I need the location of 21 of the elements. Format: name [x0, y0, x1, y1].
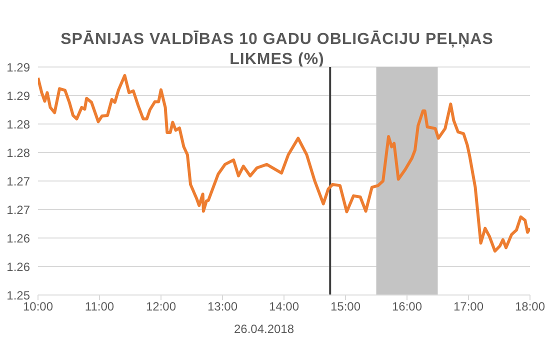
- y-tick-label: 1.27: [6, 174, 30, 188]
- y-tick-label: 1.25: [6, 288, 30, 302]
- line-series: [38, 74, 530, 253]
- y-tick-label: 1.26: [6, 231, 30, 246]
- x-tick-label: 11:00: [84, 300, 114, 314]
- x-tick-label: 16:00: [392, 300, 422, 314]
- x-tick-label: 17:00: [453, 300, 484, 314]
- y-tick-label: 1.28: [6, 117, 30, 132]
- chart-title: SPĀNIJAS VALDĪBAS 10 GADU OBLIGĀCIJU PEĻŅAS LIKMES (%): [60, 30, 494, 70]
- x-tick-label: 15:00: [330, 300, 361, 314]
- x-tick-label: 13:00: [207, 300, 238, 314]
- x-tick-label: 14:00: [268, 300, 300, 314]
- x-axis-title: 26.04.2018: [234, 322, 294, 336]
- y-tick-label: 1.29: [6, 88, 30, 103]
- x-tick-label: 18:00: [514, 300, 546, 314]
- x-tick-label: 10:00: [22, 300, 54, 314]
- y-tick-label: 1.27: [6, 202, 30, 217]
- y-tick-label: 1.29: [6, 60, 30, 74]
- x-tick-label: 12:00: [146, 300, 176, 314]
- y-tick-label: 1.26: [6, 260, 30, 274]
- y-tick-label: 1.28: [6, 146, 30, 160]
